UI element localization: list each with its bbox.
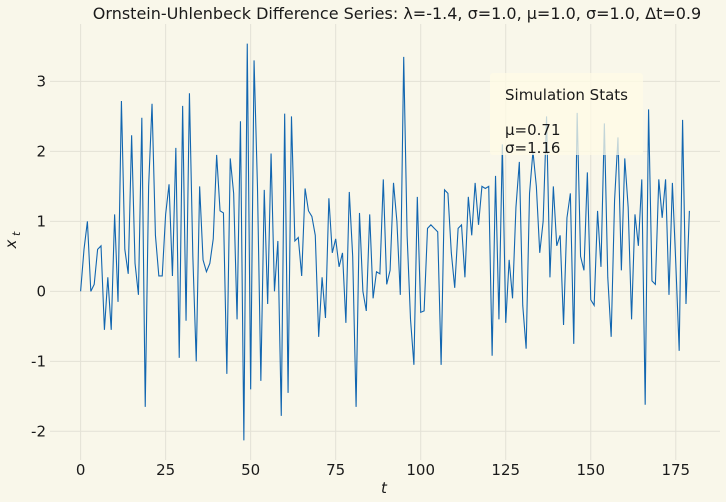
stats-line: σ=1.16: [505, 139, 560, 157]
y-axis-label: x t: [2, 231, 23, 249]
x-tick-label: 100: [406, 461, 435, 479]
x-axis-label: t: [381, 479, 388, 497]
series-line: [80, 43, 690, 441]
y-tick-label: 3: [36, 72, 46, 90]
stats-line: μ=0.71: [505, 121, 561, 139]
y-tick-label: 0: [36, 282, 46, 300]
stats-box: Simulation Stats μ=0.71σ=1.16: [490, 73, 643, 157]
x-tick-label: 125: [491, 461, 520, 479]
x-tick-label: 75: [326, 461, 345, 479]
x-tick-label: 25: [156, 461, 175, 479]
y-tick-label: -1: [31, 352, 46, 370]
y-axis-label-main: x: [2, 239, 20, 249]
y-tick-label: -2: [31, 422, 46, 440]
x-tick-label: 50: [241, 461, 260, 479]
x-tick-label: 150: [576, 461, 605, 479]
stats-box-bg: [490, 73, 643, 155]
x-tick-label: 0: [76, 461, 86, 479]
y-tick-label: 1: [36, 212, 46, 230]
y-axis-label-sub: t: [10, 231, 23, 236]
chart-title: Ornstein-Uhlenbeck Difference Series: λ=…: [93, 4, 701, 23]
y-tick-label: 2: [36, 142, 46, 160]
stats-title: Simulation Stats: [505, 86, 628, 104]
x-tick-label: 175: [661, 461, 690, 479]
